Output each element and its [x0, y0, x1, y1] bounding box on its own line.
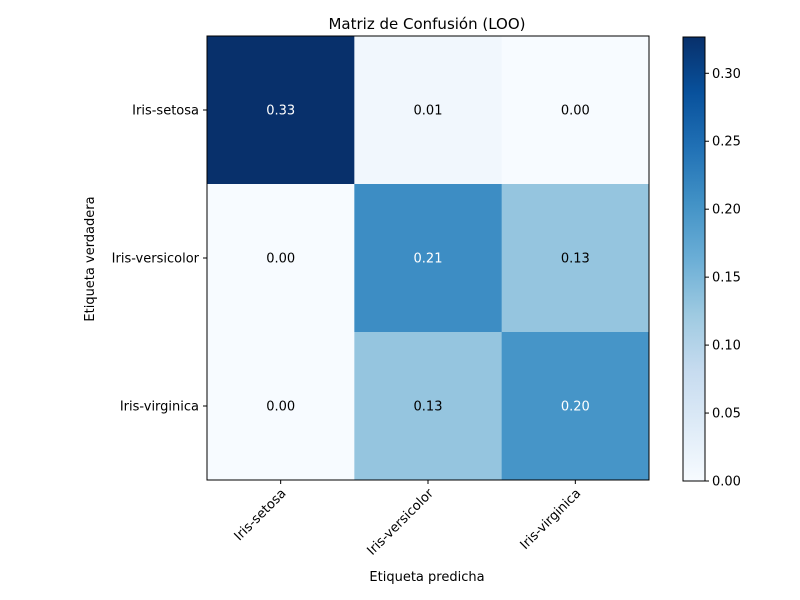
y-tick-label-0: Iris-setosa [132, 104, 199, 119]
heatmap-cell-1-2 [501, 184, 650, 333]
heatmap-cell-0-1 [354, 36, 503, 185]
colorbar-tick-label-0: 0.00 [712, 475, 741, 490]
y-tick-label-2: Iris-virginica [120, 400, 199, 415]
colorbar-ticks: 0.00 0.05 0.10 0.15 0.20 0.25 0.30 [705, 67, 741, 490]
heatmap-cell-0-0 [207, 36, 355, 185]
cell-label-1-2: 0.13 [561, 252, 590, 267]
colorbar-tick-label-6: 0.30 [712, 67, 741, 82]
heatmap-cell-0-2 [501, 36, 650, 185]
y-axis-label: Etiqueta verdadera [83, 196, 98, 321]
cell-label-0-1: 0.01 [414, 104, 443, 119]
heatmap-cell-2-2 [501, 332, 650, 481]
cell-label-1-0: 0.00 [266, 252, 295, 267]
heatmap-cells: 0.33 0.01 0.00 0.00 0.21 0.13 0.00 0.13 0.20 [207, 36, 650, 481]
heatmap-cell-1-1 [354, 184, 503, 333]
y-tick-label-1: Iris-versicolor [112, 252, 200, 267]
cell-label-0-0: 0.33 [266, 104, 295, 119]
colorbar-tick-label-1: 0.05 [712, 407, 741, 422]
x-axis-label: Etiqueta predicha [369, 570, 484, 585]
cell-label-2-2: 0.20 [561, 400, 590, 415]
colorbar-tick-label-4: 0.20 [712, 203, 741, 218]
x-tick-label-0: Iris-setosa [232, 486, 290, 544]
x-tick-label-1: Iris-versicolor [364, 486, 437, 559]
colorbar-tick-label-2: 0.10 [712, 339, 741, 354]
cell-label-2-1: 0.13 [414, 400, 443, 415]
x-axis: Iris-setosa Iris-versicolor Iris-virginica [232, 480, 585, 559]
colorbar-tick-label-5: 0.25 [712, 135, 741, 150]
colorbar-tick-label-3: 0.15 [712, 271, 741, 286]
x-tick-label-2: Iris-virginica [518, 486, 585, 553]
cell-label-0-2: 0.00 [561, 104, 590, 119]
chart-title: Matriz de Confusión (LOO) [328, 15, 525, 33]
heatmap-cell-1-0 [207, 184, 355, 333]
cell-label-1-1: 0.21 [414, 252, 443, 267]
heatmap-cell-2-0 [207, 332, 355, 481]
heatmap-cell-2-1 [354, 332, 503, 481]
cell-label-2-0: 0.00 [266, 400, 295, 415]
y-axis: Iris-setosa Iris-versicolor Iris-virginica [112, 104, 207, 415]
colorbar [682, 36, 706, 482]
